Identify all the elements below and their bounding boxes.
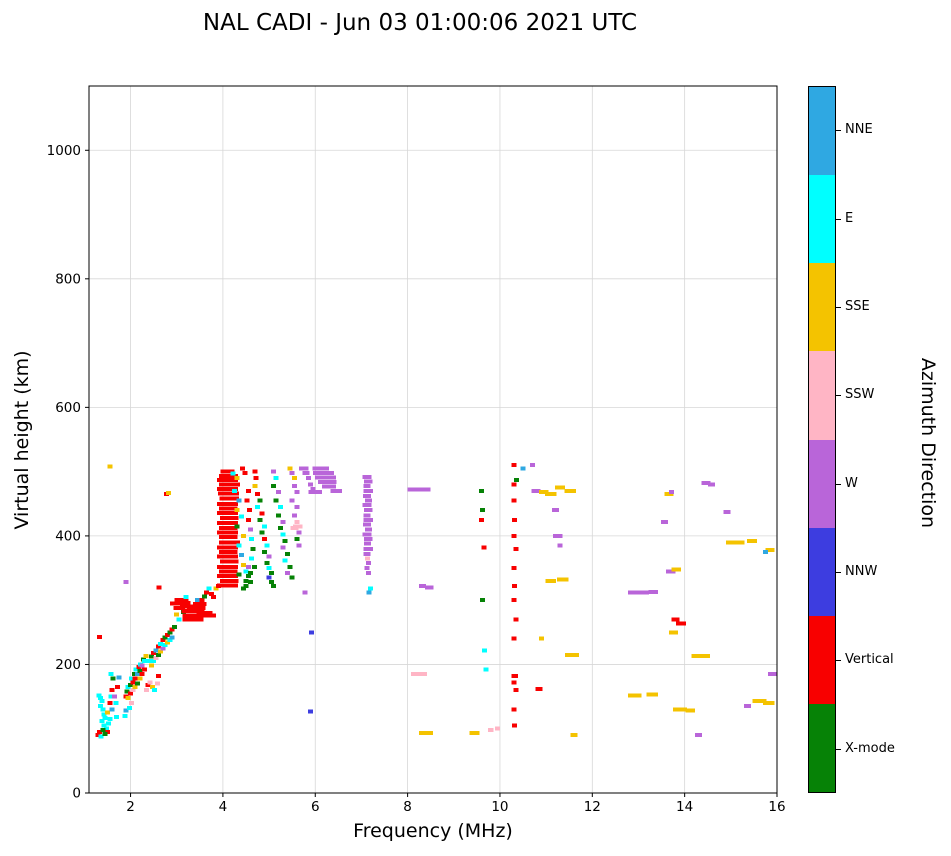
x-tick-label: 2 xyxy=(126,799,135,815)
y-tick-label: 600 xyxy=(55,400,81,416)
colorbar-segment-W xyxy=(809,439,835,528)
colorbar-label-V: Vertical xyxy=(845,652,894,667)
colorbar-tick xyxy=(836,572,841,573)
colorbar-segment-V xyxy=(809,615,835,704)
x-tick-label: 8 xyxy=(403,799,412,815)
colorbar-segment-NNE xyxy=(809,87,835,176)
y-tick-label: 800 xyxy=(55,271,81,287)
colorbar-segment-X xyxy=(809,703,835,792)
plot-border xyxy=(88,85,778,794)
colorbar-tick xyxy=(836,395,841,396)
y-tick-label: 0 xyxy=(72,786,81,802)
y-tick-label: 400 xyxy=(55,528,81,544)
colorbar-title: Azimuth Direction xyxy=(917,357,939,529)
gridlines xyxy=(89,86,778,794)
colorbar-label-X: X-mode xyxy=(845,741,895,756)
colorbar-segment-NNW xyxy=(809,527,835,616)
scatter-points xyxy=(95,463,777,739)
x-axis-label: Frequency (MHz) xyxy=(353,820,513,842)
colorbar-label-SSE: SSE xyxy=(845,299,870,314)
x-tick-label: 10 xyxy=(491,799,508,815)
colorbar-tick xyxy=(836,660,841,661)
x-tick-label: 6 xyxy=(311,799,320,815)
y-axis-label: Virtual height (km) xyxy=(11,350,33,530)
colorbar-tick xyxy=(836,749,841,750)
colorbar-tick xyxy=(836,484,841,485)
colorbar-segment-E xyxy=(809,175,835,264)
x-tick-label: 16 xyxy=(768,799,785,815)
azimuth-colorbar xyxy=(808,86,836,793)
colorbar-label-W: W xyxy=(845,476,858,491)
tick-labels: 2 4 6 8 10 12 14 16 0 200 400 600 800 1000 xyxy=(47,143,786,815)
x-tick-label: 4 xyxy=(219,799,228,815)
axis-ticks xyxy=(85,149,778,797)
y-tick-label: 200 xyxy=(55,657,81,673)
colorbar-tick xyxy=(836,307,841,308)
y-tick-label: 1000 xyxy=(47,143,81,159)
colorbar-segment-SSW xyxy=(809,351,835,440)
colorbar-label-E: E xyxy=(845,211,854,226)
colorbar-label-NNW: NNW xyxy=(845,564,878,579)
x-tick-label: 14 xyxy=(676,799,693,815)
x-tick-label: 12 xyxy=(584,799,601,815)
colorbar-label-NNE: NNE xyxy=(845,122,873,137)
chart-title: NAL CADI - Jun 03 01:00:06 2021 UTC xyxy=(202,10,638,36)
colorbar-label-SSW: SSW xyxy=(845,387,875,402)
colorbar-segment-SSE xyxy=(809,263,835,352)
colorbar-tick xyxy=(836,219,841,220)
colorbar-tick xyxy=(836,130,841,131)
